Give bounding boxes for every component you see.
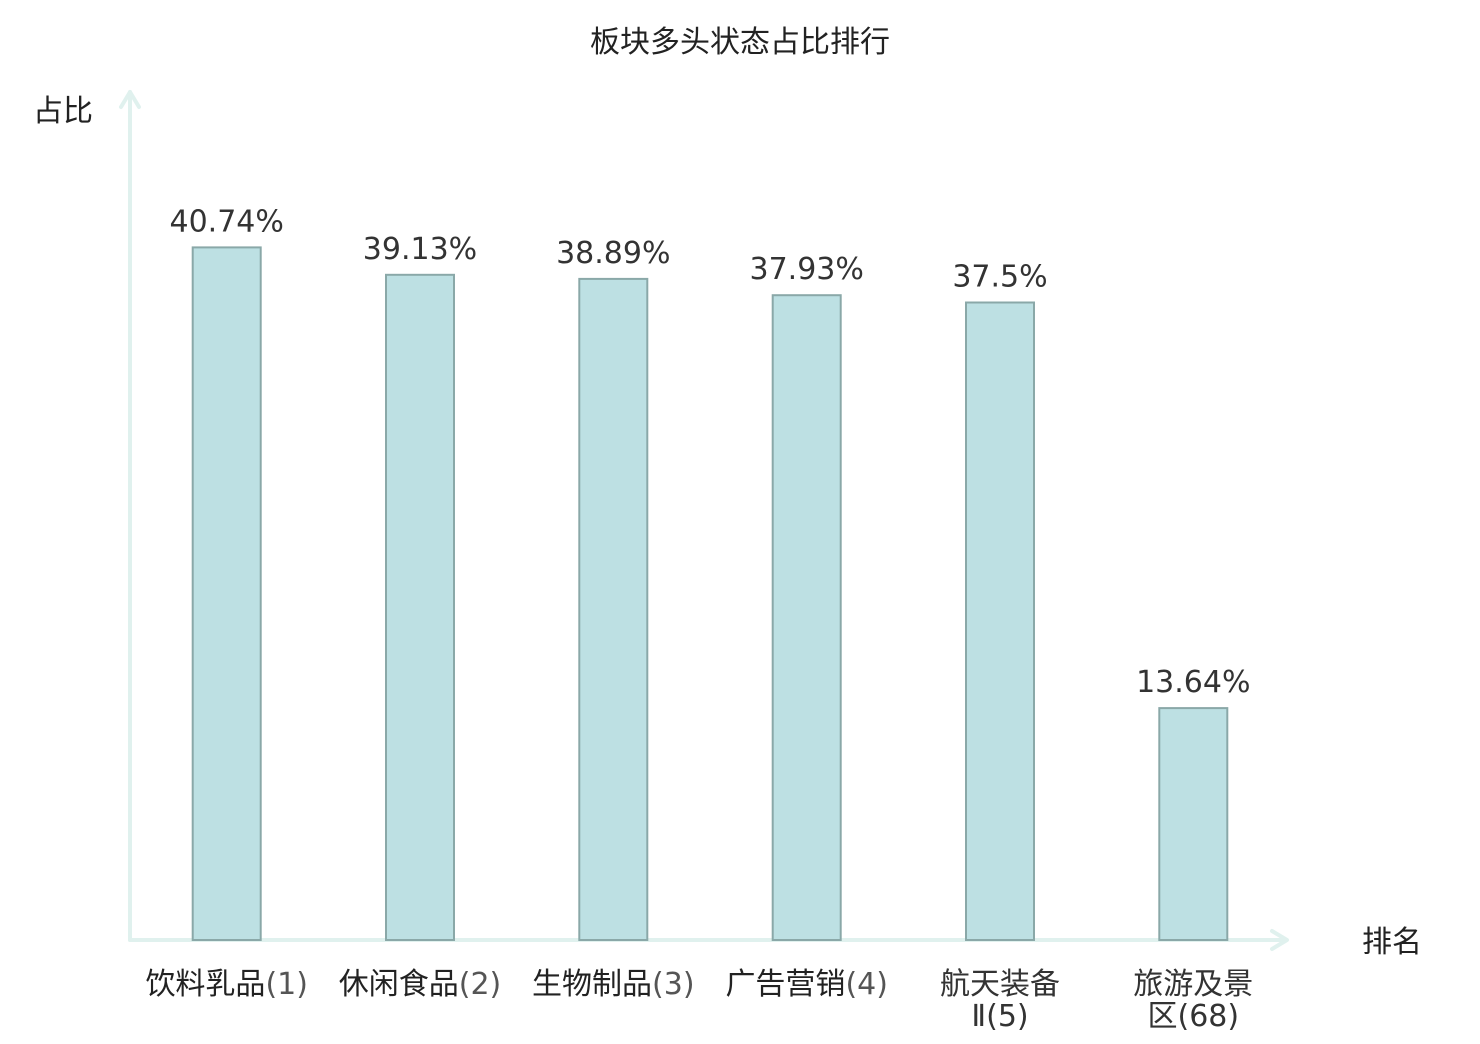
- x-axis-label: 排名: [1362, 925, 1422, 960]
- bar-4: [771, 294, 842, 941]
- x-tick-label-1: 饮料乳品(1): [145, 967, 308, 1002]
- data-label-5: 37.5%: [952, 260, 1047, 295]
- data-label-3: 38.89%: [556, 236, 670, 271]
- y-axis-arrow-icon: [119, 90, 141, 109]
- x-tick-label-6: 旅游及景: [1133, 967, 1253, 1002]
- bar-6: [1158, 707, 1229, 941]
- data-label-6: 13.64%: [1136, 665, 1250, 700]
- data-label-4: 37.93%: [750, 252, 864, 287]
- x-tick-label-2: 休闲食品(2): [339, 967, 502, 1002]
- bar-1: [191, 246, 262, 941]
- x-tick-label-3: 生物制品(3): [532, 967, 695, 1002]
- bar-5: [965, 301, 1035, 941]
- x-tick-label-4: 广告营销(4): [725, 967, 888, 1002]
- bar-3: [578, 277, 649, 941]
- x-axis-arrow-icon: [1270, 929, 1289, 951]
- y-axis-label: 占比: [33, 94, 93, 129]
- bar-2: [385, 273, 455, 941]
- data-label-1: 40.74%: [170, 204, 284, 239]
- data-label-2: 39.13%: [363, 232, 477, 267]
- x-tick-label-5: 航天装备: [940, 967, 1060, 1002]
- chart-title: 板块多头状态占比排行: [590, 25, 890, 60]
- x-tick-rank-5: Ⅱ(5): [971, 999, 1028, 1034]
- x-tick-rank-6: 区(68): [1148, 999, 1240, 1034]
- bars-group: 40.74% 饮料乳品(1) 39.13% 休闲食品(2) 38.89% 生物制品(3) 3…: [145, 204, 1253, 1034]
